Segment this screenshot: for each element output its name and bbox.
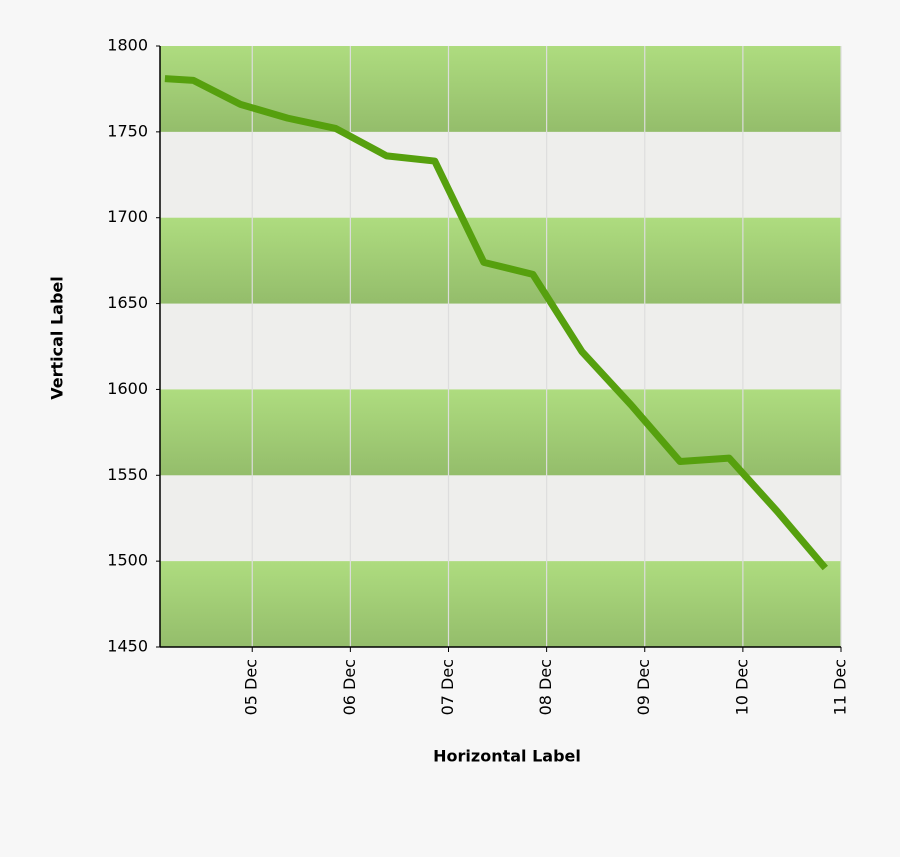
x-axis-label: Horizontal Label — [433, 747, 581, 766]
x-tick-label: 10 Dec — [732, 659, 751, 715]
x-tick-label: 05 Dec — [242, 659, 261, 715]
y-tick-label: 1450 — [107, 637, 148, 656]
band — [160, 46, 841, 132]
x-tick-label: 11 Dec — [831, 659, 850, 715]
y-axis-label: Vertical Label — [48, 276, 67, 400]
band — [160, 561, 841, 647]
y-tick-label: 1750 — [107, 121, 148, 140]
x-tick-label: 06 Dec — [340, 659, 359, 715]
y-tick-label: 1700 — [107, 207, 148, 226]
y-tick-label: 1800 — [107, 36, 148, 55]
y-tick-label: 1500 — [107, 551, 148, 570]
band — [160, 217, 841, 304]
x-tick-label: 07 Dec — [438, 659, 457, 715]
y-tick-label: 1600 — [107, 379, 148, 398]
data-line — [164, 75, 828, 571]
plot-background — [160, 46, 841, 647]
band — [160, 389, 841, 476]
x-tick-label: 08 Dec — [536, 659, 555, 715]
y-tick-label: 1550 — [107, 465, 148, 484]
y-tick-label: 1650 — [107, 293, 148, 312]
x-tick-label: 09 Dec — [634, 659, 653, 715]
